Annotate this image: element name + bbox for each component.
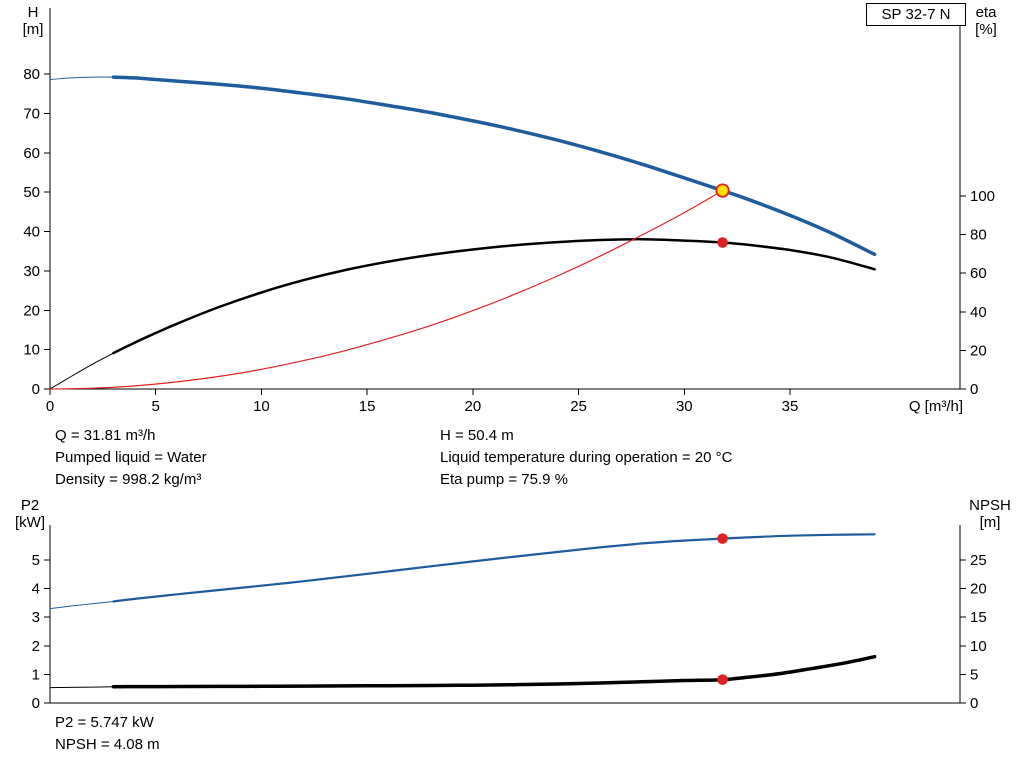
- npsh-readout: NPSH = 4.08 m: [55, 736, 160, 753]
- p2-curve: [112, 533, 876, 603]
- h-axis-label-unit: [m]: [22, 21, 44, 38]
- density-readout: Density = 998.2 kg/m³: [55, 471, 202, 488]
- svg-text:5: 5: [152, 398, 160, 415]
- h-axis-label: H [m]: [16, 4, 50, 38]
- head-readout: H = 50.4 m: [440, 427, 514, 444]
- svg-text:100: 100: [970, 188, 995, 205]
- system-curve: [49, 190, 724, 390]
- right-axis-ticks: 0 5 10 15 20 25: [960, 552, 987, 712]
- svg-text:35: 35: [782, 398, 799, 415]
- svg-text:0: 0: [32, 381, 40, 398]
- eta-axis-label-symbol: eta: [975, 4, 997, 21]
- right-axis-ticks: 0 20 40 60 80 100: [960, 188, 995, 398]
- svg-text:25: 25: [570, 398, 587, 415]
- efficiency-curve-low-flow: [49, 352, 114, 390]
- svg-text:30: 30: [676, 398, 693, 415]
- left-axis-ticks: 0 1 2 3 4 5: [32, 552, 50, 712]
- svg-text:40: 40: [970, 304, 987, 321]
- npsh-axis-label: NPSH [m]: [964, 497, 1016, 531]
- svg-text:15: 15: [970, 609, 987, 626]
- svg-text:20: 20: [23, 302, 40, 319]
- left-axis-ticks: 0 10 20 30 40 50 60 70 80: [23, 66, 50, 398]
- h-axis-label-symbol: H: [27, 4, 39, 21]
- power-npsh-chart: 0 1 2 3 4 5 0 5 10 15 20 25: [32, 525, 987, 712]
- eta-axis-label: eta [%]: [968, 4, 1004, 38]
- p2-axis-label: P2 [kW]: [8, 497, 52, 531]
- svg-text:80: 80: [970, 227, 987, 244]
- svg-text:20: 20: [970, 342, 987, 359]
- p2-axis-label-symbol: P2: [20, 497, 40, 514]
- npsh-axis-label-unit: [m]: [979, 514, 1001, 531]
- liquid-readout: Pumped liquid = Water: [55, 449, 207, 466]
- p2-point: [717, 533, 728, 544]
- eta-axis-label-unit: [%]: [975, 21, 997, 38]
- svg-text:10: 10: [23, 342, 40, 359]
- p2-readout: P2 = 5.747 kW: [55, 714, 154, 731]
- svg-text:70: 70: [23, 105, 40, 122]
- p2-curve-low-flow: [49, 601, 114, 610]
- svg-text:60: 60: [23, 145, 40, 162]
- svg-text:10: 10: [970, 638, 987, 655]
- duty-point[interactable]: [715, 183, 730, 198]
- svg-text:20: 20: [465, 398, 482, 415]
- head-efficiency-chart: 0 10 20 30 40 50 60 70 80 0 20 40 60 80 100 0 5 10 15 20 25 3…: [23, 8, 995, 415]
- p2-axis-label-unit: [kW]: [15, 514, 45, 531]
- svg-text:5: 5: [970, 666, 978, 683]
- svg-text:1: 1: [32, 666, 40, 683]
- temperature-readout: Liquid temperature during operation = 20…: [440, 449, 733, 466]
- x-axis-ticks: 0 5 10 15 20 25 30 35: [46, 389, 799, 415]
- pump-name-box: SP 32-7 N: [866, 3, 966, 26]
- svg-text:0: 0: [970, 695, 978, 712]
- npsh-curve: [111, 654, 877, 689]
- svg-text:25: 25: [970, 552, 987, 569]
- efficiency-point: [717, 237, 728, 248]
- q-axis-label: Q [m³/h]: [908, 398, 963, 415]
- svg-text:10: 10: [253, 398, 270, 415]
- npsh-curve-low-flow: [49, 686, 114, 689]
- npsh-point: [717, 674, 728, 685]
- svg-text:20: 20: [970, 581, 987, 598]
- eta-readout: Eta pump = 75.9 %: [440, 471, 568, 488]
- head-curve-low-flow: [49, 76, 114, 80]
- svg-text:3: 3: [32, 609, 40, 626]
- svg-text:60: 60: [970, 265, 987, 282]
- svg-text:4: 4: [32, 581, 40, 598]
- svg-text:50: 50: [23, 184, 40, 201]
- svg-text:40: 40: [23, 224, 40, 241]
- svg-text:30: 30: [23, 263, 40, 280]
- svg-text:0: 0: [32, 695, 40, 712]
- flow-readout: Q = 31.81 m³/h: [55, 427, 156, 444]
- npsh-axis-label-symbol: NPSH: [969, 497, 1011, 514]
- efficiency-curve: [112, 237, 876, 355]
- svg-text:15: 15: [359, 398, 376, 415]
- svg-text:0: 0: [46, 398, 54, 415]
- svg-text:5: 5: [32, 552, 40, 569]
- svg-text:80: 80: [23, 66, 40, 83]
- svg-text:2: 2: [32, 638, 40, 655]
- head-curve: [111, 75, 877, 257]
- svg-text:0: 0: [970, 381, 978, 398]
